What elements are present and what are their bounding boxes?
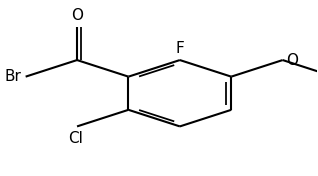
- Text: Cl: Cl: [68, 131, 83, 146]
- Text: Br: Br: [4, 69, 21, 84]
- Text: O: O: [287, 53, 298, 68]
- Text: O: O: [71, 8, 83, 23]
- Text: F: F: [176, 41, 184, 56]
